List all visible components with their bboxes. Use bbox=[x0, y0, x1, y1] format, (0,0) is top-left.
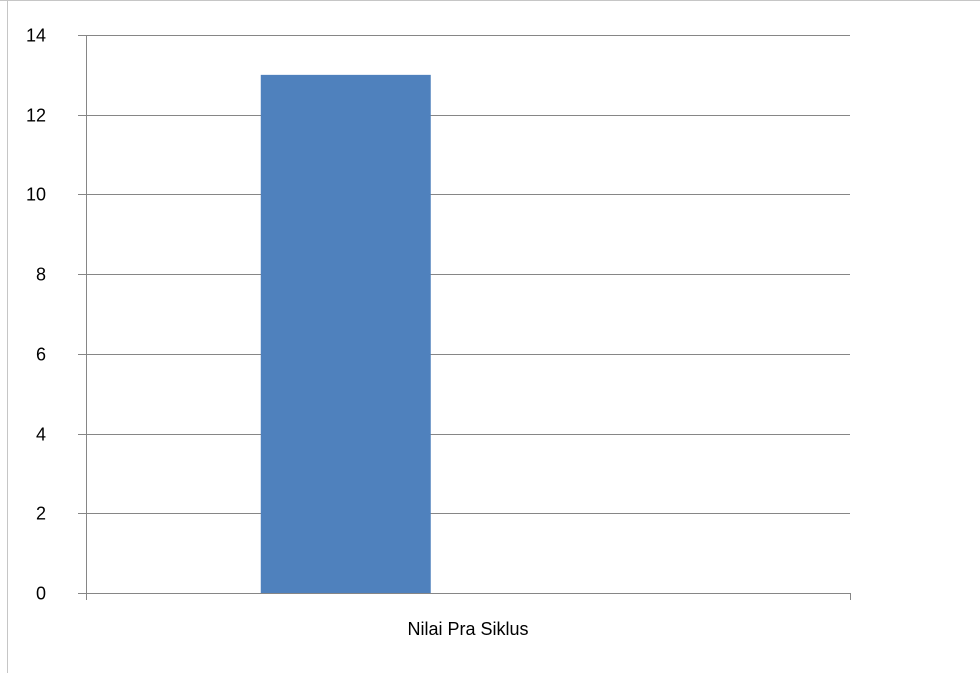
y-tick-label: 10 bbox=[26, 185, 46, 205]
bars bbox=[260, 74, 431, 594]
gridlines bbox=[86, 35, 850, 514]
y-tick-label: 6 bbox=[36, 345, 46, 365]
x-category-label: Nilai Pra Siklus bbox=[407, 619, 528, 639]
y-tick-label: 4 bbox=[36, 425, 46, 445]
y-tick-label: 2 bbox=[36, 504, 46, 524]
tick-labels: 0 2 4 6 8 10 12 14 Nilai Pra Siklus bbox=[26, 26, 529, 640]
y-tick-label: 0 bbox=[36, 584, 46, 604]
y-tick-label: 8 bbox=[36, 265, 46, 285]
axes bbox=[78, 35, 851, 600]
y-tick-label: 12 bbox=[26, 106, 46, 126]
bar-nilai-pra-siklus bbox=[260, 74, 431, 594]
y-tick-label: 14 bbox=[26, 26, 46, 46]
